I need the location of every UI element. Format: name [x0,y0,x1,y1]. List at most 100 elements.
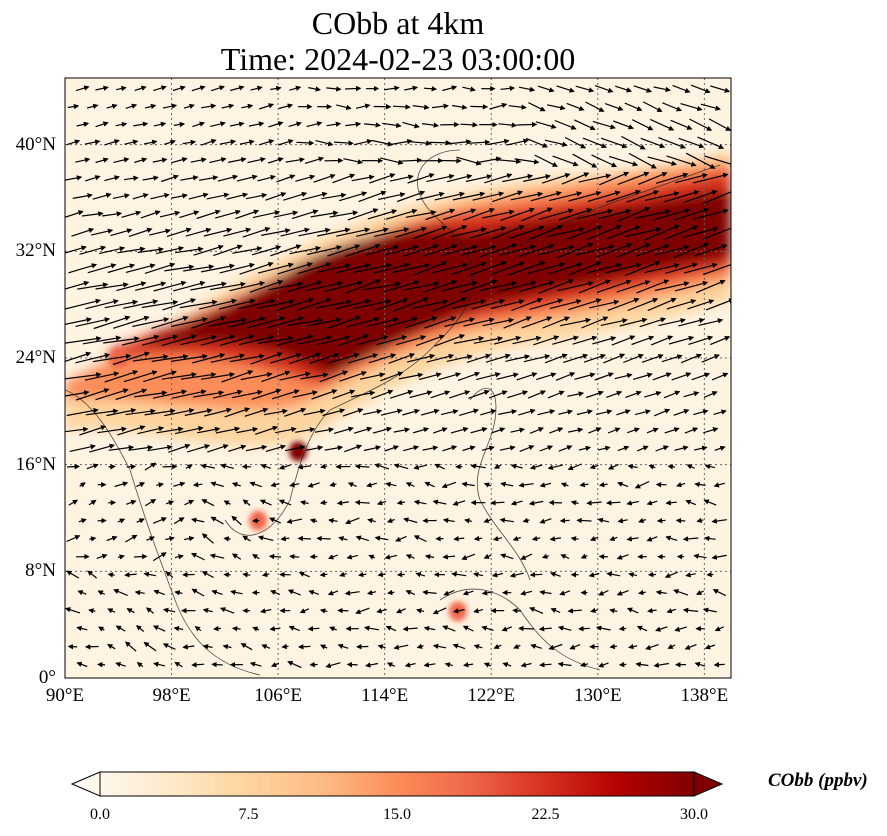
wind-arrow [405,554,415,560]
wind-arrow [711,554,727,560]
wind-arrow [416,191,445,201]
wind-arrow [666,608,677,614]
wind-arrow [468,389,490,399]
wind-arrow [644,224,680,241]
wind-arrow [289,245,322,255]
wind-arrow [173,517,185,525]
wind-arrow [143,641,157,652]
wind-arrow [183,103,195,109]
wind-arrow [125,408,156,416]
wind-arrow [431,225,468,240]
wind-arrow [333,426,354,434]
wind-arrow [413,499,427,506]
wind-arrow [358,190,387,203]
wind-arrow [221,370,254,383]
wind-arrow [421,122,440,128]
wind-arrow [405,590,416,596]
wind-arrow [542,316,571,329]
wind-arrow [654,244,690,256]
wind-arrow [505,354,531,362]
wind-arrow [268,281,304,291]
wind-arrow [174,554,184,560]
wind-arrow [538,279,575,294]
wind-arrow [648,464,656,470]
wind-arrow [86,103,99,109]
wind-arrow [365,662,379,668]
wind-arrow [481,445,495,451]
wind-arrow [588,572,600,578]
wind-arrow [627,297,659,312]
wind-arrow [316,263,352,273]
wind-arrow [96,553,108,559]
wind-arrow [529,572,543,578]
wind-arrow [201,533,214,544]
wind-arrow [490,261,525,276]
wind-arrow [107,608,116,614]
wind-arrow [162,298,197,311]
wind-arrow [172,85,186,92]
wind-arrow [628,643,638,650]
wind-arrow [192,121,206,128]
wind-arrow [85,299,119,310]
wind-arrow [151,315,189,329]
wind-arrow [432,643,447,650]
colorbar-gradient [99,771,695,797]
wind-arrow [135,625,145,632]
wind-arrow [219,139,237,145]
wind-arrow [337,607,349,614]
wind-arrow [75,352,111,364]
wind-arrow [295,174,316,182]
wind-arrow [469,260,508,276]
wind-arrow [386,662,396,668]
wind-arrow [422,589,437,596]
wind-arrow [544,353,568,364]
wind-arrow [368,554,376,560]
wind-arrow [232,246,263,254]
wind-arrow [365,244,400,256]
wind-arrow [567,608,582,614]
wind-arrow [250,85,263,91]
wind-arrow [153,661,166,667]
wind-arrow [483,553,492,559]
wind-arrow [377,644,386,650]
wind-arrow [150,192,170,200]
wind-arrow [307,482,320,488]
wind-arrow [65,175,83,181]
wind-arrow [575,244,615,256]
wind-arrow [95,388,129,401]
wind-arrow [451,261,487,276]
wind-arrow [347,208,379,221]
wind-arrow [76,661,88,668]
wind-arrow [66,407,99,417]
wind-arrow [344,517,360,525]
wind-arrow [209,157,227,164]
wind-arrow [416,643,424,649]
wind-arrow [590,535,599,541]
wind-arrow [287,660,302,669]
wind-arrow [374,297,409,311]
wind-arrow [412,427,430,434]
wind-arrow [714,445,726,451]
wind-arrow [257,174,276,182]
wind-arrow [670,119,693,130]
colorbar-tick-label: 30.0 [680,806,708,823]
lat-tick-label: 40°N [15,133,56,155]
wind-arrow [107,572,115,578]
wind-arrow [646,427,659,434]
wind-arrow [396,190,426,203]
wind-arrow [144,499,157,507]
wind-arrow [117,425,146,436]
wind-arrow [581,316,609,329]
wind-arrow [395,535,407,542]
wind-arrow [132,354,169,362]
wind-arrow [168,443,191,453]
wind-arrow [240,371,273,381]
wind-arrow [319,370,349,383]
colorbar-tick-label: 15.0 [383,806,411,823]
wind-arrow [136,518,145,524]
wind-arrow [493,463,502,469]
map-subtitle-time: Time: 2024-02-23 03:00:00 [220,41,576,77]
wind-arrow [93,315,131,330]
wind-arrow [518,243,555,257]
